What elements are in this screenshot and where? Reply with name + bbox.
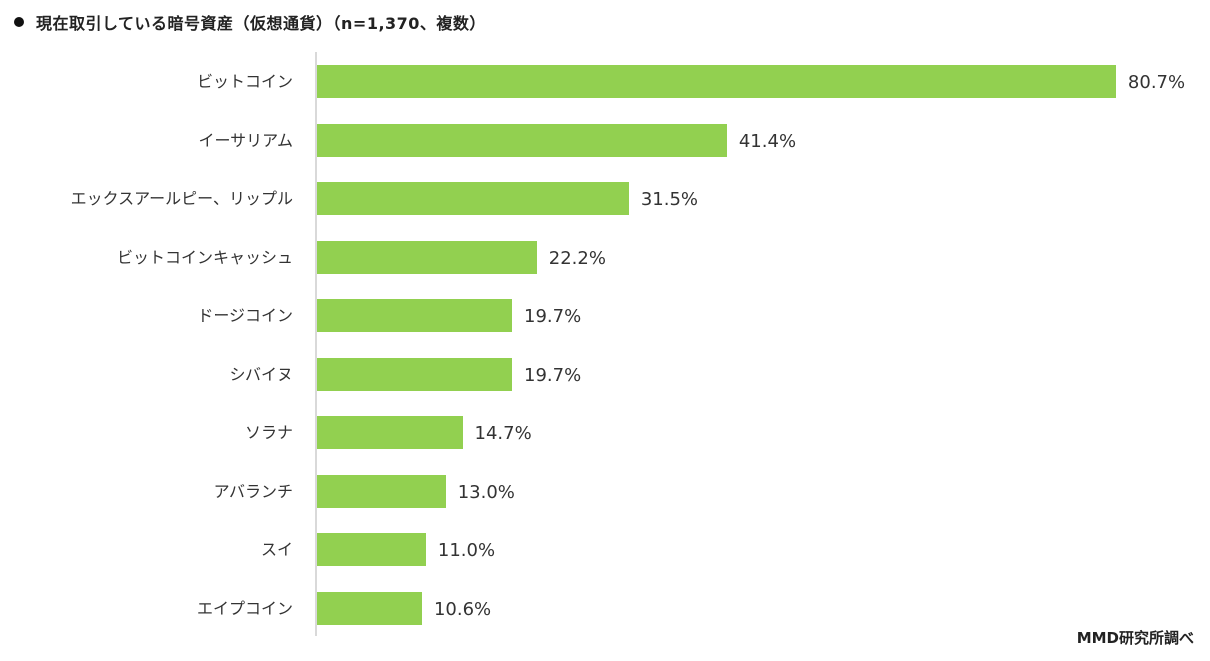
bar-row: ビットコインキャッシュ 22.2% <box>0 240 1210 274</box>
value-label: 13.0% <box>457 481 515 503</box>
value-label: 19.7% <box>524 364 582 386</box>
category-label: ドージコイン <box>197 306 293 325</box>
value-label: 41.4% <box>738 130 797 152</box>
value-label: 11.0% <box>437 540 496 561</box>
bar <box>317 182 629 215</box>
category-label: スイ <box>260 540 293 559</box>
source-credit: MMD研究所調べ <box>1076 629 1194 647</box>
value-label: 14.7% <box>474 423 532 444</box>
value-label: 22.2% <box>548 247 606 269</box>
bar <box>317 591 422 625</box>
value-label: 80.7% <box>1127 72 1186 93</box>
bar-row: エイプコイン 10.6% <box>0 591 1210 625</box>
bar-row: ソラナ 14.7% <box>0 416 1210 449</box>
value-label: 10.6% <box>433 598 492 620</box>
value-label: 31.5% <box>640 189 699 210</box>
category-label: シバイヌ <box>229 364 293 384</box>
bar <box>317 416 463 449</box>
bar <box>317 123 727 157</box>
chart-title: 現在取引している暗号資産（仮想通貨）（n=1,370、複数） <box>14 10 486 34</box>
category-label: アバランチ <box>213 481 293 501</box>
bar <box>317 299 513 332</box>
category-label: イーサリアム <box>198 130 293 150</box>
bar-row: アバランチ 13.0% <box>0 474 1210 508</box>
chart-title-text: 現在取引している暗号資産（仮想通貨）（n=1,370、複数） <box>36 14 486 33</box>
category-label: ソラナ <box>244 423 293 442</box>
y-axis-line <box>315 52 317 636</box>
category-label: ビットコインキャッシュ <box>116 247 293 267</box>
bar-row: エックスアールピー、リップル 31.5% <box>0 182 1210 215</box>
bar-row: ドージコイン 19.7% <box>0 299 1210 332</box>
bar <box>317 65 1116 98</box>
bar-row: スイ 11.0% <box>0 533 1210 566</box>
value-label: 19.7% <box>524 306 582 327</box>
bar-row: イーサリアム 41.4% <box>0 123 1210 157</box>
bar <box>317 533 426 566</box>
bar <box>317 474 446 508</box>
category-label: エイプコイン <box>196 598 293 618</box>
bullet-icon <box>14 17 24 27</box>
bar-row: シバイヌ 19.7% <box>0 357 1210 391</box>
category-label: ビットコイン <box>196 72 293 91</box>
bar <box>317 240 537 274</box>
bar-row: ビットコイン 80.7% <box>0 65 1210 98</box>
bar <box>317 357 513 391</box>
category-label: エックスアールピー、リップル <box>70 189 293 208</box>
